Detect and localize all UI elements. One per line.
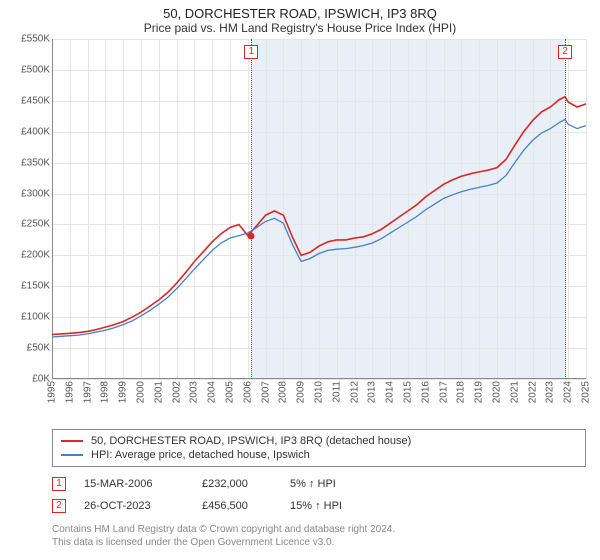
x-tick-label: 2024 xyxy=(563,381,574,403)
y-tick-label: £500K xyxy=(10,64,50,75)
x-tick-label: 1996 xyxy=(64,381,75,403)
x-tick-label: 2004 xyxy=(207,381,218,403)
chart-area: £0K £50K £100K £150K £200K £250K £300K £350K £40… xyxy=(10,39,590,399)
footer-line-2: This data is licensed under the Open Gov… xyxy=(52,536,586,549)
line-series-svg xyxy=(52,39,586,379)
y-tick-label: £400K xyxy=(10,126,50,137)
event-date: 15-MAR-2006 xyxy=(84,478,184,490)
y-tick-label: £550K xyxy=(10,34,50,45)
x-tick-label: 2007 xyxy=(260,381,271,403)
x-tick-label: 2025 xyxy=(581,381,592,403)
event-price: £232,000 xyxy=(202,478,272,490)
x-tick-label: 1998 xyxy=(100,381,111,403)
x-tick-label: 2002 xyxy=(171,381,182,403)
x-tick-label: 2008 xyxy=(278,381,289,403)
footer-line-1: Contains HM Land Registry data © Crown c… xyxy=(52,523,586,536)
x-tick-label: 2016 xyxy=(420,381,431,403)
marker-box-2: 2 xyxy=(558,45,572,59)
x-tick-label: 2009 xyxy=(296,381,307,403)
legend-label: 50, DORCHESTER ROAD, IPSWICH, IP3 8RQ (d… xyxy=(91,435,411,447)
y-tick-label: £200K xyxy=(10,250,50,261)
series-line-property xyxy=(52,97,586,335)
y-tick-label: £100K xyxy=(10,312,50,323)
legend: 50, DORCHESTER ROAD, IPSWICH, IP3 8RQ (d… xyxy=(52,429,586,467)
chart-title: 50, DORCHESTER ROAD, IPSWICH, IP3 8RQ xyxy=(10,6,590,21)
y-tick-label: £150K xyxy=(10,281,50,292)
x-tick-label: 2012 xyxy=(349,381,360,403)
y-tick-label: £0K xyxy=(10,374,50,385)
x-tick-label: 2001 xyxy=(153,381,164,403)
legend-row: HPI: Average price, detached house, Ipsw… xyxy=(61,448,577,462)
legend-swatch xyxy=(61,440,83,442)
y-tick-label: £250K xyxy=(10,219,50,230)
y-tick-label: £300K xyxy=(10,188,50,199)
event-price: £456,500 xyxy=(202,500,272,512)
event-row: 2 26-OCT-2023 £456,500 15% ↑ HPI xyxy=(52,495,586,517)
event-change: 5% ↑ HPI xyxy=(290,478,380,490)
x-tick-label: 2000 xyxy=(136,381,147,403)
event-date: 26-OCT-2023 xyxy=(84,500,184,512)
legend-swatch xyxy=(61,454,83,456)
x-tick-label: 1997 xyxy=(82,381,93,403)
marker-line-1 xyxy=(251,39,252,379)
event-row: 1 15-MAR-2006 £232,000 5% ↑ HPI xyxy=(52,473,586,495)
y-tick-label: £50K xyxy=(10,343,50,354)
footer: Contains HM Land Registry data © Crown c… xyxy=(52,523,586,549)
x-tick-label: 2013 xyxy=(367,381,378,403)
event-change: 15% ↑ HPI xyxy=(290,500,380,512)
x-tick-label: 1995 xyxy=(47,381,58,403)
x-tick-label: 2021 xyxy=(509,381,520,403)
x-tick-label: 2014 xyxy=(385,381,396,403)
x-axis: 1995199619971998199920002001200220032004… xyxy=(52,379,586,399)
x-tick-label: 2022 xyxy=(527,381,538,403)
event-table: 1 15-MAR-2006 £232,000 5% ↑ HPI 2 26-OCT-2023… xyxy=(52,473,586,517)
x-tick-label: 2018 xyxy=(456,381,467,403)
event-marker-box: 1 xyxy=(52,477,66,491)
y-tick-label: £350K xyxy=(10,157,50,168)
x-tick-label: 2005 xyxy=(225,381,236,403)
legend-label: HPI: Average price, detached house, Ipsw… xyxy=(91,449,310,461)
y-tick-label: £450K xyxy=(10,95,50,106)
x-tick-label: 2019 xyxy=(474,381,485,403)
legend-row: 50, DORCHESTER ROAD, IPSWICH, IP3 8RQ (d… xyxy=(61,434,577,448)
chart-subtitle: Price paid vs. HM Land Registry's House … xyxy=(10,21,590,35)
event-marker-box: 2 xyxy=(52,499,66,513)
marker-box-1: 1 xyxy=(244,45,258,59)
x-tick-label: 2003 xyxy=(189,381,200,403)
marker-line-2 xyxy=(565,39,566,379)
sale-dot xyxy=(248,232,255,239)
y-axis: £0K£50K£100K£150K£200K£250K£300K£350K£40… xyxy=(10,39,52,379)
x-tick-label: 2011 xyxy=(331,381,342,403)
x-tick-label: 2023 xyxy=(545,381,556,403)
x-tick-label: 2020 xyxy=(492,381,503,403)
gridline-vertical xyxy=(586,39,587,379)
chart-container: 50, DORCHESTER ROAD, IPSWICH, IP3 8RQ Pr… xyxy=(0,0,600,560)
x-tick-label: 2015 xyxy=(403,381,414,403)
series-line-hpi xyxy=(52,119,586,337)
x-tick-label: 2010 xyxy=(314,381,325,403)
x-tick-label: 1999 xyxy=(118,381,129,403)
x-tick-label: 2017 xyxy=(438,381,449,403)
plot-region: 12 xyxy=(52,39,586,379)
x-tick-label: 2006 xyxy=(242,381,253,403)
